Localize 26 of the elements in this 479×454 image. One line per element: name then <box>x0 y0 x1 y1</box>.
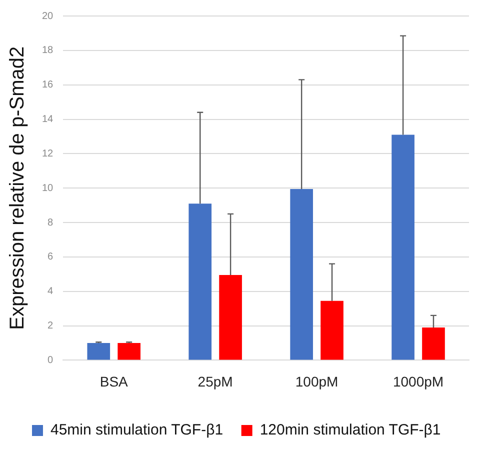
bar <box>290 188 313 360</box>
y-tick-label: 4 <box>48 286 54 298</box>
y-tick-label: 8 <box>48 217 54 228</box>
bar <box>188 204 212 360</box>
bar <box>219 275 242 360</box>
y-tick-label: 14 <box>42 114 54 126</box>
y-tick-label: 0 <box>48 354 54 366</box>
y-tick-label: 6 <box>48 252 54 263</box>
y-tick-label: 12 <box>42 148 54 160</box>
x-tick-label: 25pM <box>198 373 233 390</box>
legend-label: 45min stimulation TGF-β1 <box>50 422 224 439</box>
y-axis-title: Expression relative de p-Smad2 <box>6 46 29 330</box>
bar <box>87 342 110 360</box>
bar <box>118 342 140 360</box>
y-tick-label: 10 <box>42 182 54 194</box>
bar <box>320 300 344 360</box>
legend-label: 120min stimulation TGF-β1 <box>260 422 441 439</box>
y-tick-label: 2 <box>48 320 54 332</box>
y-tick-label: 16 <box>42 80 54 91</box>
x-tick-label: 1000pM <box>392 373 444 390</box>
bar <box>422 328 445 360</box>
x-tick-label: BSA <box>100 373 129 390</box>
x-tick-label: 100pM <box>295 373 338 390</box>
y-tick-label: 18 <box>42 45 54 56</box>
bar <box>392 134 414 360</box>
y-tick-label: 20 <box>42 10 54 22</box>
